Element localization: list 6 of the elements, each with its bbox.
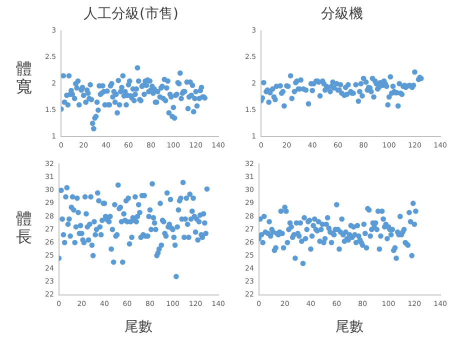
y-axis-title: 體長 [16,209,32,246]
y-axis-title: 體寬 [16,59,32,96]
chart-title: 分級機 [321,6,363,22]
chart-title: 人工分級(市售) [84,6,178,22]
x-axis-title: 尾數 [336,319,364,336]
x-axis-title: 尾數 [124,319,153,336]
